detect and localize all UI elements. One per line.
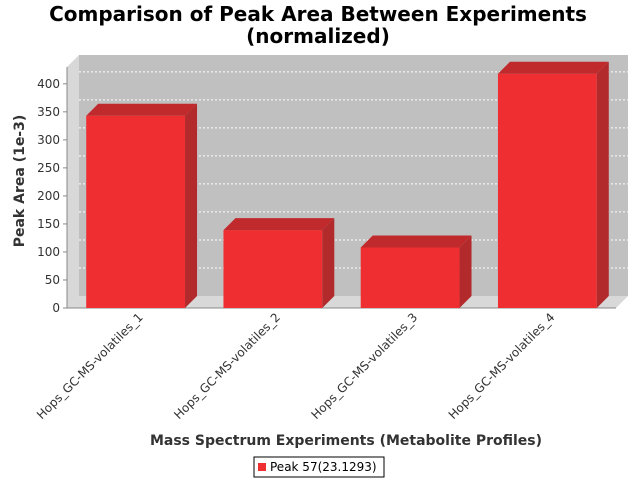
x-tick-label: Hops_GC-MS-volatiles_4 [446,310,558,422]
x-tick-label: Hops_GC-MS-volatiles_1 [34,310,146,422]
bar-top [86,103,198,116]
bar [86,115,186,308]
x-axis-ticks: Hops_GC-MS-volatiles_1 Hops_GC-MS-volatil… [34,310,557,422]
y-tick-label: 350 [37,105,60,119]
x-axis-label: Mass Spectrum Experiments (Metabolite Pr… [150,433,542,449]
bar-side [322,218,335,308]
bar-top [360,235,472,248]
chart-subtitle: (normalized) [246,24,390,48]
y-axis-label: Peak Area (1e-3) [12,115,28,248]
y-tick-label: 300 [37,133,60,147]
y-tick-label: 250 [37,161,60,175]
legend-box [253,456,385,478]
y-tick-label: 100 [37,245,60,259]
legend-label: Peak 57(23.1293) [270,460,377,474]
plot-side-wall [67,55,79,308]
bars [86,61,609,308]
y-tick-label: 0 [52,301,60,315]
chart-title: Comparison of Peak Area Between Experime… [49,2,587,26]
plot-floor [67,296,628,308]
bar [360,247,460,308]
bar-top [223,218,335,231]
x-tick-label: Hops_GC-MS-volatiles_3 [309,310,421,422]
bar-side [596,61,609,308]
y-tick-label: 400 [37,77,60,91]
y-tick-label: 50 [45,273,60,287]
bar-top [497,61,609,74]
legend: Peak 57(23.1293) [253,456,385,478]
bar-side [459,235,472,308]
legend-swatch [258,463,266,471]
x-tick-label: Hops_GC-MS-volatiles_2 [171,310,283,422]
y-tick-label: 150 [37,217,60,231]
y-tick-label: 200 [37,189,60,203]
bar [497,73,597,308]
bar-side [185,103,198,308]
bar [223,230,323,308]
